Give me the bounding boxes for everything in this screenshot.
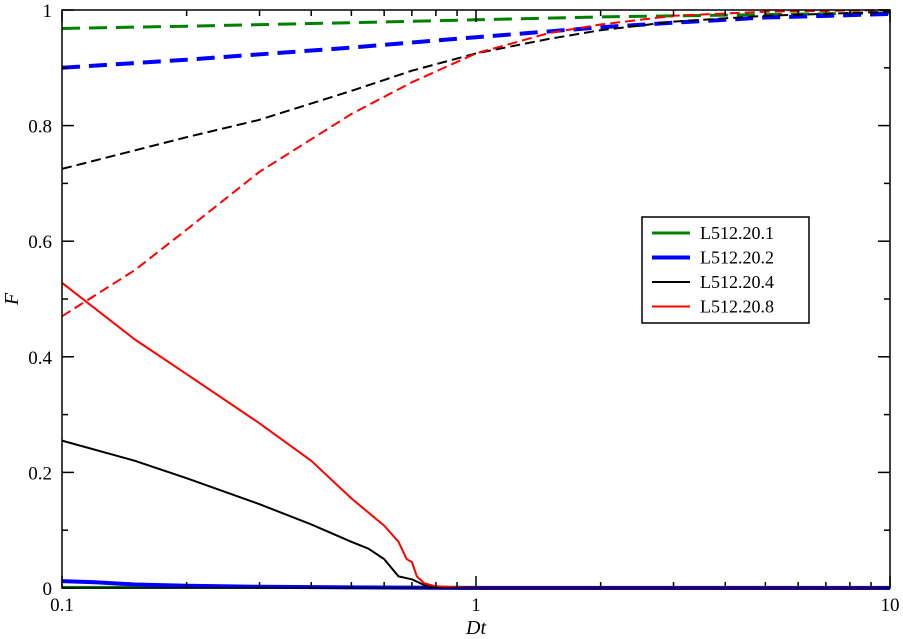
y-tick-label: 0.2 xyxy=(28,463,52,484)
legend-label-2: L512.20.4 xyxy=(700,272,774,292)
legend-label-3: L512.20.8 xyxy=(700,297,774,317)
series-line-4 xyxy=(61,10,891,170)
legend: L512.20.1 L512.20.2 L512.20.4 L512.20.8 xyxy=(641,216,810,324)
x-axis-label: Dt xyxy=(465,617,486,639)
y-tick-label: 0 xyxy=(43,579,53,600)
legend-label-0: L512.20.1 xyxy=(700,223,774,243)
x-tick-label: 10 xyxy=(881,595,900,616)
series-line-7 xyxy=(61,282,890,589)
y-tick-label: 0.8 xyxy=(28,117,52,138)
x-tick-label: 1 xyxy=(471,595,481,616)
axis-ticks xyxy=(61,9,891,589)
series-line-2 xyxy=(61,12,891,70)
series-line-5 xyxy=(61,439,890,589)
y-tick-label: 0.6 xyxy=(28,232,52,253)
legend-box xyxy=(641,216,810,324)
x-tick-label: 0.1 xyxy=(50,595,74,616)
y-tick-label: 0.4 xyxy=(28,348,52,369)
series-line-6 xyxy=(61,9,891,318)
legend-label-1: L512.20.2 xyxy=(700,248,774,268)
axis-tick-labels: 0.1 1 10 0 0.2 0.4 0.6 0.8 1 xyxy=(28,1,899,616)
y-tick-label: 1 xyxy=(43,1,53,22)
y-axis-label: F xyxy=(1,292,23,306)
